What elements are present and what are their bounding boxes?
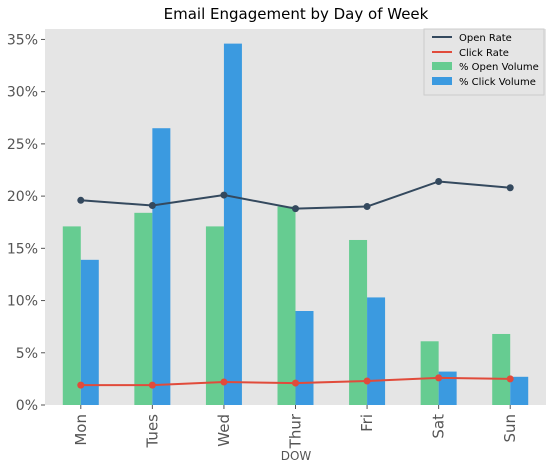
point-click-rate-tues: [148, 381, 156, 389]
bar-pct-click-volume-sun: [510, 376, 529, 405]
y-tick-label: 5%: [16, 346, 38, 362]
point-click-rate-thur: [292, 379, 299, 387]
y-tick-label: 25%: [7, 137, 38, 153]
bar-pct-open-volume-fri: [349, 239, 368, 405]
bar-pct-open-volume-tues: [134, 212, 153, 405]
point-open-rate-fri: [363, 203, 371, 211]
x-tick-label-wed: Wed: [215, 414, 233, 447]
point-open-rate-sun: [506, 184, 514, 192]
legend: Open Rate Click Rate % Open Volume % Cli…: [423, 28, 545, 96]
lines-layer: [77, 177, 514, 389]
bar-pct-open-volume-wed: [205, 226, 224, 405]
bar-pct-open-volume-sun: [492, 333, 511, 405]
point-open-rate-wed: [220, 191, 228, 199]
x-tick-label-sat: Sat: [430, 414, 448, 439]
bar-pct-click-volume-tues: [152, 128, 171, 405]
bar-pct-open-volume-thur: [277, 206, 296, 405]
point-open-rate-mon: [77, 196, 85, 204]
y-tick-label: 0%: [16, 398, 38, 414]
bar-pct-click-volume-thur: [295, 311, 314, 405]
bar-pct-click-volume-fri: [367, 297, 386, 405]
y-tick-label: 30%: [7, 85, 38, 101]
point-click-rate-sat: [435, 374, 443, 382]
legend-click-volume-swatch: [432, 77, 452, 85]
x-tick-label-thur: Thur: [287, 413, 305, 449]
y-tick-label: 15%: [7, 241, 38, 257]
x-axis: Mon Tues Wed Thur Fri Sat Sun: [72, 405, 519, 449]
legend-open-volume-label: % Open Volume: [459, 62, 539, 73]
legend-click-rate-label: Click Rate: [459, 48, 509, 59]
point-click-rate-fri: [363, 377, 371, 385]
y-tick-label: 10%: [7, 294, 38, 310]
x-tick-label-sun: Sun: [501, 414, 519, 443]
point-click-rate-mon: [77, 381, 85, 389]
y-tick-label: 20%: [7, 189, 38, 205]
x-tick-label-mon: Mon: [72, 414, 90, 446]
legend-open-volume-swatch: [432, 62, 452, 70]
x-tick-label-fri: Fri: [358, 414, 376, 432]
legend-open-rate-label: Open Rate: [459, 33, 512, 44]
y-tick-label: 35%: [7, 32, 38, 48]
legend-click-volume-label: % Click Volume: [459, 77, 536, 88]
bar-pct-open-volume-mon: [62, 226, 81, 405]
y-axis: 0% 5% 10% 15% 20% 25% 30% 35%: [7, 32, 45, 414]
bar-pct-open-volume-sat: [420, 341, 439, 405]
bar-pct-click-volume-mon: [80, 259, 99, 405]
point-click-rate-wed: [220, 378, 228, 386]
point-open-rate-tues: [148, 202, 156, 210]
point-open-rate-thur: [292, 205, 299, 213]
chart-title: Email Engagement by Day of Week: [164, 5, 429, 23]
bar-pct-click-volume-wed: [223, 43, 242, 405]
point-click-rate-sun: [506, 375, 514, 383]
x-tick-label-tues: Tues: [143, 414, 161, 449]
bar-pct-click-volume-sat: [438, 371, 457, 405]
x-axis-label: DOW: [281, 449, 312, 463]
bars-layer: [62, 43, 529, 405]
point-open-rate-sat: [435, 177, 443, 185]
